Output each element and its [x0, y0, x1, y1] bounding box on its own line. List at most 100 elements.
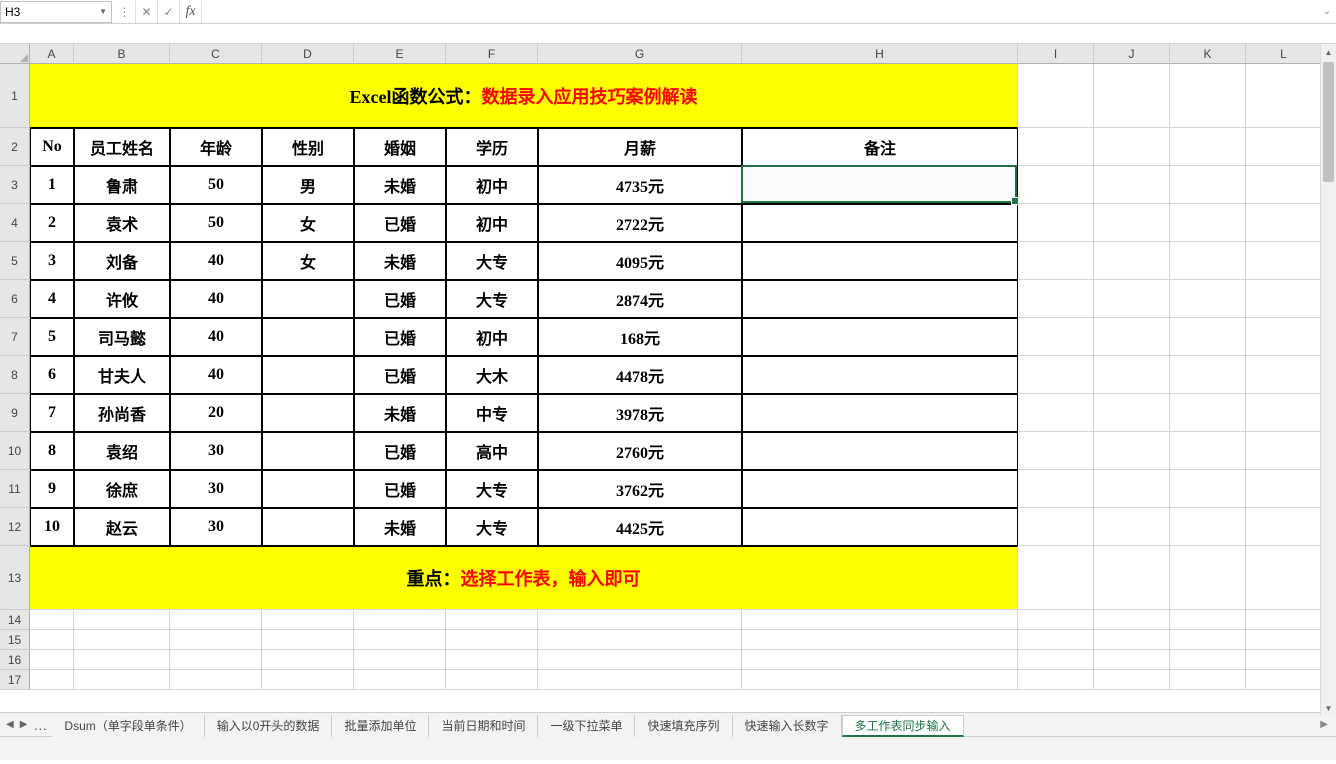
- row-header-6[interactable]: 6: [0, 280, 30, 318]
- cell[interactable]: [354, 670, 446, 690]
- cell[interactable]: [1094, 280, 1170, 318]
- table-data-cell[interactable]: [742, 432, 1018, 470]
- cell[interactable]: [1246, 394, 1322, 432]
- cell[interactable]: [1018, 650, 1094, 670]
- table-data-cell[interactable]: 3762元: [538, 470, 742, 508]
- select-all-corner[interactable]: [0, 44, 30, 64]
- table-header-cell[interactable]: 婚姻: [354, 128, 446, 166]
- cell[interactable]: [1094, 670, 1170, 690]
- table-data-cell[interactable]: 2722元: [538, 204, 742, 242]
- cell[interactable]: [1246, 356, 1322, 394]
- table-data-cell[interactable]: 4: [30, 280, 74, 318]
- cell[interactable]: [1018, 128, 1094, 166]
- cell[interactable]: [1246, 508, 1322, 546]
- cell[interactable]: [1246, 318, 1322, 356]
- row-header-8[interactable]: 8: [0, 356, 30, 394]
- table-header-cell[interactable]: 备注: [742, 128, 1018, 166]
- cell[interactable]: [354, 610, 446, 630]
- cell[interactable]: [74, 650, 170, 670]
- col-header-C[interactable]: C: [170, 44, 262, 64]
- table-data-cell[interactable]: 10: [30, 508, 74, 546]
- cell[interactable]: [1246, 128, 1322, 166]
- row-header-17[interactable]: 17: [0, 670, 30, 690]
- cell[interactable]: [1018, 630, 1094, 650]
- cell[interactable]: [538, 630, 742, 650]
- table-data-cell[interactable]: 孙尚香: [74, 394, 170, 432]
- table-data-cell[interactable]: 初中: [446, 318, 538, 356]
- cell[interactable]: [1018, 356, 1094, 394]
- row-header-11[interactable]: 11: [0, 470, 30, 508]
- cell[interactable]: [446, 650, 538, 670]
- sheet-tab[interactable]: 输入以0开头的数据: [205, 715, 333, 737]
- table-data-cell[interactable]: 4425元: [538, 508, 742, 546]
- cell[interactable]: [1094, 166, 1170, 204]
- table-data-cell[interactable]: 40: [170, 242, 262, 280]
- name-box[interactable]: H3 ▼: [0, 1, 112, 23]
- table-data-cell[interactable]: 鲁肃: [74, 166, 170, 204]
- sheet-tab[interactable]: Dsum（单字段单条件）: [52, 715, 204, 737]
- footer-cell[interactable]: 重点：选择工作表，输入即可: [30, 546, 1018, 610]
- cell[interactable]: [1246, 242, 1322, 280]
- cell[interactable]: [1170, 204, 1246, 242]
- cell[interactable]: [1094, 630, 1170, 650]
- table-header-cell[interactable]: No: [30, 128, 74, 166]
- table-data-cell[interactable]: 已婚: [354, 432, 446, 470]
- cell[interactable]: [742, 650, 1018, 670]
- table-data-cell[interactable]: 大木: [446, 356, 538, 394]
- cell[interactable]: [30, 650, 74, 670]
- table-data-cell[interactable]: 168元: [538, 318, 742, 356]
- table-data-cell[interactable]: 已婚: [354, 470, 446, 508]
- col-header-F[interactable]: F: [446, 44, 538, 64]
- cell[interactable]: [1018, 470, 1094, 508]
- row-header-7[interactable]: 7: [0, 318, 30, 356]
- cell[interactable]: [1018, 318, 1094, 356]
- table-data-cell[interactable]: [262, 508, 354, 546]
- cell[interactable]: [1018, 166, 1094, 204]
- cell[interactable]: [170, 630, 262, 650]
- cell[interactable]: [1018, 670, 1094, 690]
- cell[interactable]: [262, 650, 354, 670]
- cell[interactable]: [262, 610, 354, 630]
- cell[interactable]: [1094, 204, 1170, 242]
- table-header-cell[interactable]: 学历: [446, 128, 538, 166]
- sheet-tab[interactable]: 快速输入长数字: [733, 715, 842, 737]
- table-data-cell[interactable]: 未婚: [354, 242, 446, 280]
- table-data-cell[interactable]: 4735元: [538, 166, 742, 204]
- cell[interactable]: [1170, 318, 1246, 356]
- tab-scroll-arrow-icon[interactable]: ▶: [1320, 719, 1328, 730]
- cell[interactable]: [74, 670, 170, 690]
- row-header-13[interactable]: 13: [0, 546, 30, 610]
- cell[interactable]: [1094, 650, 1170, 670]
- cell[interactable]: [170, 610, 262, 630]
- table-data-cell[interactable]: 30: [170, 432, 262, 470]
- table-data-cell[interactable]: 初中: [446, 204, 538, 242]
- tab-nav-next-icon[interactable]: ▶: [20, 719, 28, 730]
- row-header-16[interactable]: 16: [0, 650, 30, 670]
- cell[interactable]: [30, 610, 74, 630]
- cell[interactable]: [1246, 280, 1322, 318]
- table-data-cell[interactable]: 4478元: [538, 356, 742, 394]
- tab-nav-more-icon[interactable]: …: [33, 717, 46, 733]
- cell[interactable]: [1246, 670, 1322, 690]
- cell[interactable]: [1170, 610, 1246, 630]
- table-data-cell[interactable]: 已婚: [354, 280, 446, 318]
- row-header-3[interactable]: 3: [0, 166, 30, 204]
- cell[interactable]: [1170, 394, 1246, 432]
- table-data-cell[interactable]: 已婚: [354, 356, 446, 394]
- cell[interactable]: [1018, 610, 1094, 630]
- table-header-cell[interactable]: 月薪: [538, 128, 742, 166]
- table-data-cell[interactable]: [262, 318, 354, 356]
- table-data-cell[interactable]: 8: [30, 432, 74, 470]
- cell[interactable]: [74, 610, 170, 630]
- fx-icon[interactable]: fx: [180, 1, 202, 23]
- cell[interactable]: [1246, 470, 1322, 508]
- cell[interactable]: [1170, 242, 1246, 280]
- cell[interactable]: [262, 630, 354, 650]
- cell[interactable]: [1170, 650, 1246, 670]
- sheet-tab[interactable]: 多工作表同步输入: [842, 715, 964, 737]
- table-data-cell[interactable]: 1: [30, 166, 74, 204]
- cell[interactable]: [1170, 670, 1246, 690]
- cell[interactable]: [1094, 546, 1170, 610]
- row-header-15[interactable]: 15: [0, 630, 30, 650]
- cell[interactable]: [1018, 64, 1094, 128]
